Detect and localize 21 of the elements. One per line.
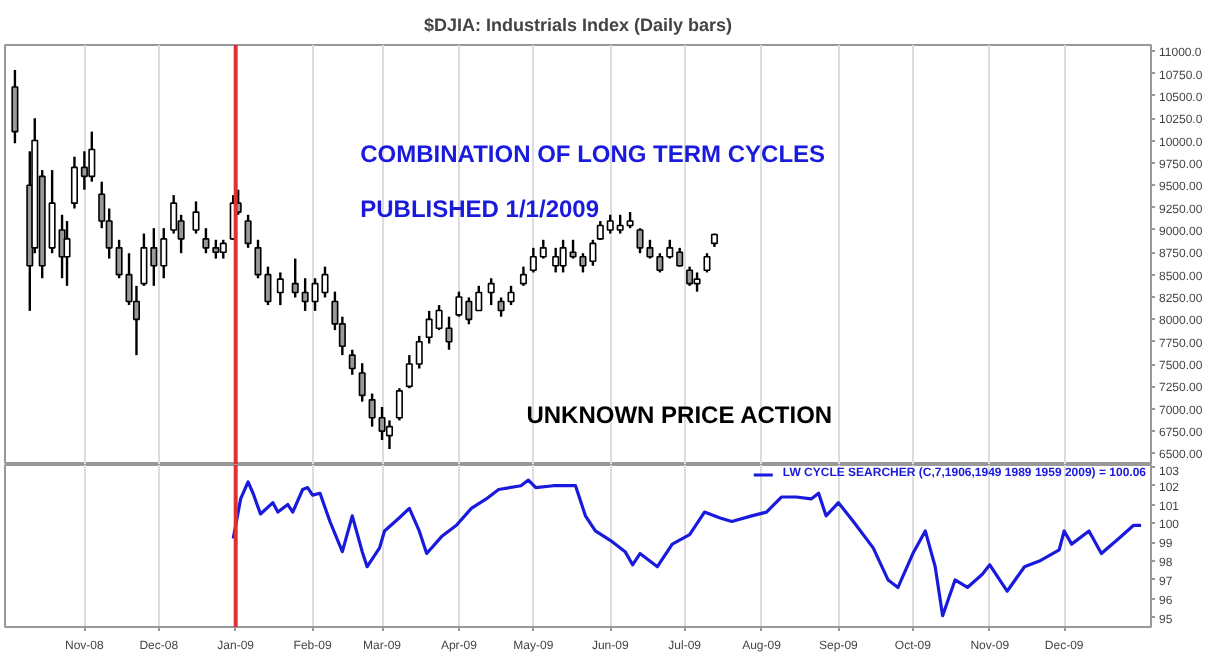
candlestick <box>348 348 356 376</box>
candlestick <box>63 219 71 288</box>
candlestick <box>11 68 19 145</box>
candlestick <box>88 130 96 183</box>
line-series <box>231 478 1143 618</box>
annotation: UNKNOWN PRICE ACTION <box>526 400 833 429</box>
candlestick <box>552 246 560 274</box>
candlestick <box>686 265 694 288</box>
candlestick <box>519 265 527 288</box>
candlestick <box>244 213 252 250</box>
candlestick <box>276 271 284 307</box>
candlestick <box>693 271 701 293</box>
chart-title: $DJIA: Industrials Index (Daily bars) <box>423 15 733 35</box>
candlestick <box>219 238 227 260</box>
candlestick <box>487 277 495 307</box>
candlestick <box>395 387 403 422</box>
candlestick <box>192 200 200 235</box>
annotation: PUBLISHED 1/1/2009 <box>360 194 600 223</box>
candlestick <box>703 252 711 274</box>
annotation: COMBINATION OF LONG TERM CYCLES <box>360 140 826 169</box>
candlestick <box>358 361 366 403</box>
